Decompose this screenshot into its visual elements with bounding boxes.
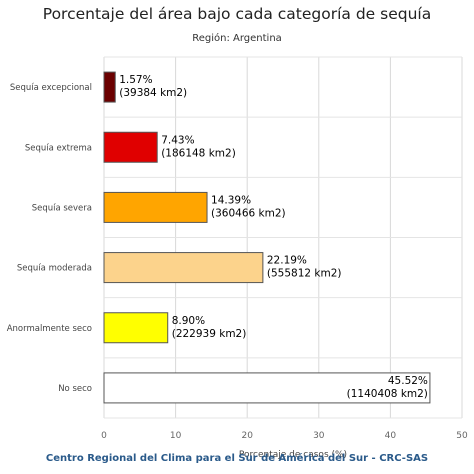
x-tick-label: 10: [170, 431, 182, 441]
x-tick-label: 50: [456, 431, 468, 441]
footer-credit: Centro Regional del Clima para el Sur de…: [45, 453, 429, 464]
data-label-area: (555812 km2): [267, 268, 342, 280]
data-label-area: (1140408 km2): [347, 388, 428, 400]
bar: [103, 312, 169, 344]
category-label: No seco: [58, 384, 92, 394]
bars: [103, 71, 431, 404]
data-label-area: (39384 km2): [119, 87, 187, 99]
data-label-area: (186148 km2): [161, 147, 236, 159]
data-label-percent: 7.43%: [161, 134, 194, 146]
x-axis-label: Porcentaje de casos (%): [239, 450, 347, 460]
bar: [103, 131, 158, 163]
category-label: Sequía moderada: [17, 264, 92, 274]
data-label-percent: 22.19%: [267, 255, 307, 267]
category-label: Sequía excepcional: [10, 83, 92, 93]
x-tick-label: 20: [241, 431, 253, 441]
data-label-percent: 1.57%: [119, 74, 152, 86]
x-tick-label: 40: [385, 431, 397, 441]
bar: [103, 71, 116, 103]
bar: [103, 191, 208, 223]
labels: 0 10 20 30 40 50 Sequía excepcional 1.57%(39384…: [7, 74, 468, 441]
category-label: Sequía severa: [32, 203, 92, 213]
data-label-area: (360466 km2): [211, 207, 286, 219]
data-label-area: (222939 km2): [172, 328, 247, 340]
data-label-percent: 45.52%: [388, 375, 428, 387]
bar: [103, 252, 264, 284]
x-tick-label: 30: [313, 431, 325, 441]
chart-title: Porcentaje del área bajo cada categoría …: [42, 5, 432, 23]
data-label-percent: 14.39%: [211, 194, 251, 206]
bar: [103, 372, 431, 404]
category-label: Anormalmente seco: [7, 324, 92, 334]
x-tick-label: 0: [101, 431, 107, 441]
data-label-percent: 8.90%: [172, 315, 205, 327]
chart-subtitle: Región: Argentina: [192, 33, 282, 44]
category-label: Sequía extrema: [25, 143, 92, 153]
grid-lines: [103, 56, 463, 419]
